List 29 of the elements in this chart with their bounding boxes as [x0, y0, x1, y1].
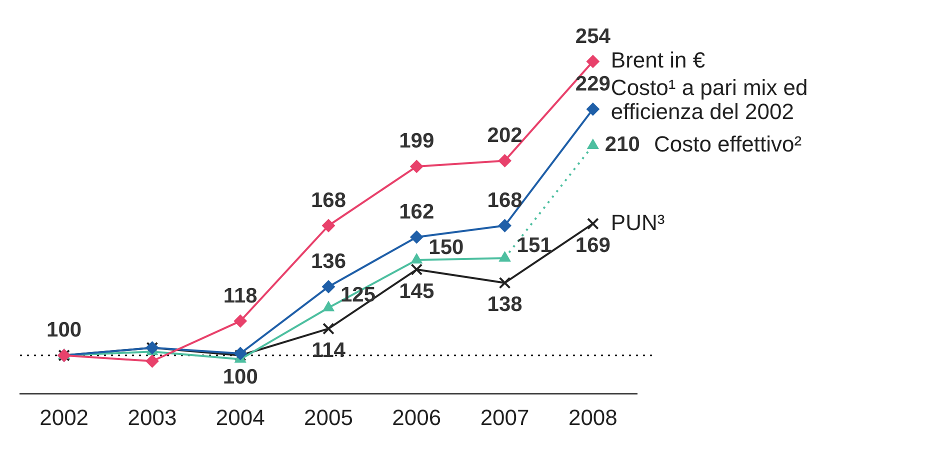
- data-label: 138: [487, 293, 523, 316]
- series-label: Costo¹ a pari mix ed efficienza del 2002: [610, 75, 808, 124]
- series-label: PUN³: [610, 210, 665, 235]
- x-tick-label: 2002: [40, 404, 89, 430]
- x-tick-label: 2005: [304, 404, 353, 430]
- x-tick-label: 2006: [392, 404, 442, 430]
- data-label: 254: [575, 24, 611, 48]
- text: Costo effettivo²: [654, 132, 802, 157]
- data-label: 162: [399, 200, 434, 224]
- data-label: 136: [310, 250, 346, 273]
- data-label: 202: [487, 124, 522, 148]
- data-label: 229: [575, 72, 610, 96]
- data-label: 210: [604, 133, 640, 156]
- x-tick-label: 2003: [128, 404, 177, 430]
- data-label: 145: [399, 280, 434, 303]
- x-tick-label: 2008: [568, 404, 618, 430]
- data-label: 150: [428, 236, 464, 259]
- data-label: 114: [312, 338, 346, 362]
- data-label: 168: [487, 188, 523, 212]
- data-label: 199: [399, 130, 434, 153]
- series-label: Brent in €: [610, 48, 706, 73]
- data-label: 151: [516, 234, 552, 257]
- data-label: 169: [575, 234, 610, 258]
- data-label: 118: [223, 284, 258, 308]
- data-label: 100: [46, 318, 82, 342]
- x-tick-label: 2004: [216, 404, 265, 430]
- x-tick-label: 2007: [480, 404, 530, 430]
- data-label: 100: [222, 366, 258, 389]
- data-label: 168: [310, 188, 346, 212]
